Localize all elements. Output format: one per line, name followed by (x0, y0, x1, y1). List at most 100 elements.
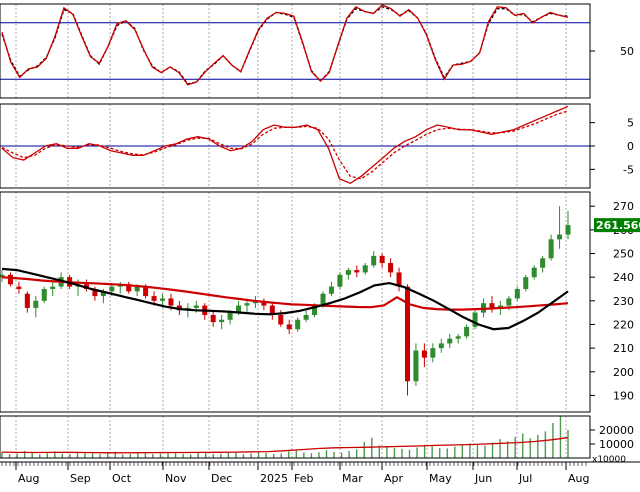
y-tick-label: 190 (613, 389, 634, 402)
volume-unit-label: x10000 (592, 455, 626, 465)
month-label: Jun (474, 472, 492, 485)
y-tick-label: -5 (623, 163, 634, 176)
month-label: Aug (18, 472, 39, 485)
y-tick-label: 230 (613, 295, 634, 308)
candle-body (33, 300, 39, 308)
candle-body (143, 286, 149, 297)
candle-body (278, 315, 284, 325)
candle-body (50, 286, 56, 289)
candle-body (244, 303, 250, 306)
month-label: Aug (568, 472, 589, 485)
y-tick-label: 10000 (599, 438, 634, 451)
month-label: 2025 (260, 472, 288, 485)
candle-body (523, 277, 529, 289)
macd-line (1, 105, 569, 185)
candle-body (514, 288, 520, 299)
candle-body (379, 255, 385, 263)
candle-body (345, 270, 351, 275)
candle-body (565, 225, 571, 235)
candle-body (41, 288, 47, 301)
candle-body (472, 312, 478, 327)
month-label: Dec (211, 472, 232, 485)
stochastic-slow-line (1, 6, 569, 85)
candle-body (413, 350, 419, 382)
candle-body (261, 300, 267, 306)
month-label: Apr (384, 472, 404, 485)
candle-body (354, 270, 360, 273)
volume-bars-layer (1, 416, 569, 458)
candle-body (193, 305, 199, 308)
candle-body (7, 274, 13, 285)
candle-body (109, 286, 115, 292)
y-tick-label: 210 (613, 342, 634, 355)
month-label: Sep (70, 472, 91, 485)
last-price-label: 261.5600 (596, 219, 640, 232)
candle-body (489, 303, 495, 308)
candle-body (151, 296, 157, 301)
candle-body (24, 293, 30, 308)
price-moving-average-red (1, 276, 569, 311)
candle-body (337, 274, 343, 287)
candle-body (455, 336, 461, 339)
candle-body (16, 286, 22, 289)
panel-frames-layer (0, 3, 640, 470)
candle-body (557, 234, 563, 240)
month-label: Oct (112, 472, 132, 485)
candle-body (421, 350, 427, 358)
panel-frame-volume (0, 415, 591, 459)
month-label: Feb (294, 472, 313, 485)
y-tick-label: 270 (613, 200, 634, 213)
candle-body (540, 258, 546, 268)
candle-body (269, 305, 275, 316)
candle-body (548, 239, 554, 259)
month-label: Nov (165, 472, 187, 485)
y-tick-label: 0 (627, 140, 634, 153)
month-label: Jul (518, 472, 532, 485)
month-label: May (429, 472, 452, 485)
candle-body (497, 305, 503, 308)
candle-body (447, 338, 453, 344)
candle-body (506, 298, 512, 306)
candle-body (404, 286, 411, 382)
candle-body (227, 312, 233, 320)
volume-average-line (1, 437, 569, 454)
y-tick-label: 200 (613, 366, 634, 379)
candle-body (92, 288, 98, 297)
candle-body (320, 293, 326, 306)
candle-body (396, 272, 402, 287)
candle-body (126, 284, 132, 292)
month-label: Mar (342, 472, 363, 485)
candle-body (210, 315, 216, 323)
panel-frame-price (0, 191, 591, 413)
stochastic-fast-line (1, 4, 569, 86)
candle-body (362, 265, 368, 273)
y-tick-label: 250 (613, 248, 634, 261)
candle-body (159, 298, 166, 301)
candle-body (303, 315, 309, 320)
indicator-lines-layer (1, 4, 569, 454)
candle-body (388, 262, 394, 273)
y-tick-label: 220 (613, 318, 634, 331)
candle-body (100, 291, 106, 297)
axis-labels-layer: Aug Sep Oct Nov Dec 2025 Feb Mar Apr May Jun Jul Aug… (18, 45, 640, 485)
candle-body (0, 274, 5, 278)
candle-body (464, 326, 470, 337)
price-moving-average-black (1, 267, 569, 331)
candle-body (168, 298, 174, 306)
candle-body (438, 343, 444, 349)
candle-body (371, 255, 377, 266)
candle-body (236, 305, 242, 313)
y-tick-label: 5 (627, 117, 634, 130)
y-tick-label: 50 (620, 45, 634, 58)
candle-body (430, 348, 436, 358)
candle-body (219, 319, 225, 323)
candle-body (286, 324, 292, 330)
candle-body (531, 267, 537, 278)
y-tick-label: 240 (613, 271, 634, 284)
candle-body (134, 286, 140, 292)
candle-body (328, 286, 334, 294)
last-price-badge (594, 218, 640, 233)
y-tick-label: 20000 (599, 424, 634, 437)
candle-body (312, 305, 318, 316)
